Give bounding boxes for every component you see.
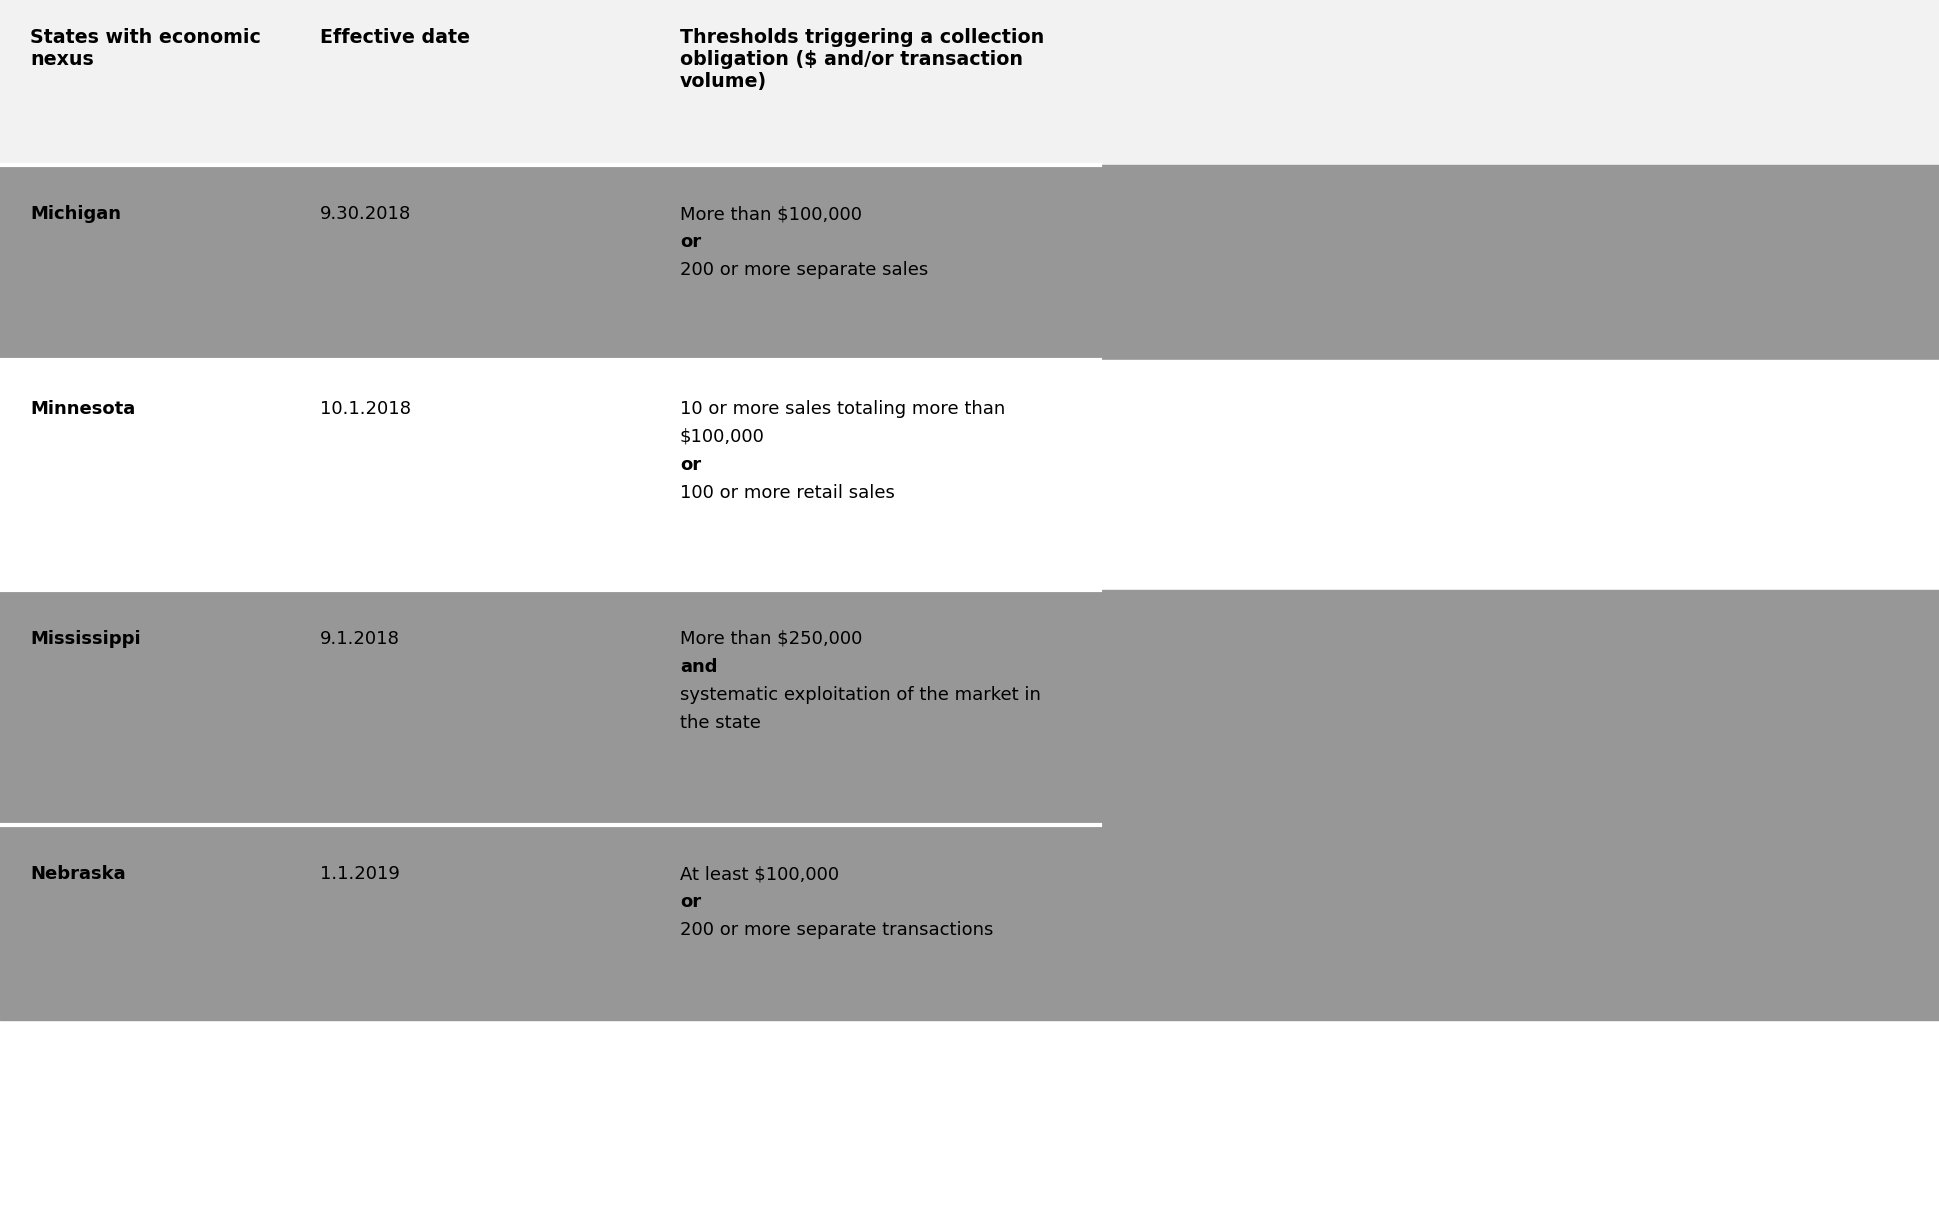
Bar <box>0 825 1939 1020</box>
Bar <box>0 0 1939 165</box>
Text: Michigan: Michigan <box>29 205 120 223</box>
Bar <box>0 590 1939 825</box>
Text: or: or <box>681 233 700 251</box>
Text: 10.1.2018: 10.1.2018 <box>320 400 411 418</box>
Text: 100 or more retail sales: 100 or more retail sales <box>681 484 894 501</box>
Text: Minnesota: Minnesota <box>29 400 136 418</box>
Text: 200 or more separate sales: 200 or more separate sales <box>681 261 927 278</box>
Text: 10 or more sales totaling more than: 10 or more sales totaling more than <box>681 400 1004 418</box>
Text: and: and <box>681 658 717 676</box>
Text: Nebraska: Nebraska <box>29 865 126 883</box>
Text: More than $100,000: More than $100,000 <box>681 205 861 223</box>
Text: Mississippi: Mississippi <box>29 630 140 648</box>
Text: Thresholds triggering a collection
obligation ($ and/or transaction
volume): Thresholds triggering a collection oblig… <box>681 28 1043 91</box>
Text: 9.1.2018: 9.1.2018 <box>320 630 399 648</box>
Text: At least $100,000: At least $100,000 <box>681 865 840 883</box>
Text: More than $250,000: More than $250,000 <box>681 630 863 648</box>
Text: 200 or more separate transactions: 200 or more separate transactions <box>681 922 993 939</box>
Text: the state: the state <box>681 715 760 732</box>
Text: Effective date: Effective date <box>320 28 469 47</box>
Text: systematic exploitation of the market in: systematic exploitation of the market in <box>681 686 1041 703</box>
Bar <box>0 360 1939 590</box>
Text: or: or <box>681 456 700 474</box>
Bar <box>0 165 1939 360</box>
Text: or: or <box>681 893 700 910</box>
Text: States with economic
nexus: States with economic nexus <box>29 28 260 69</box>
Text: $100,000: $100,000 <box>681 428 764 446</box>
Text: 9.30.2018: 9.30.2018 <box>320 205 411 223</box>
Text: 1.1.2019: 1.1.2019 <box>320 865 399 883</box>
